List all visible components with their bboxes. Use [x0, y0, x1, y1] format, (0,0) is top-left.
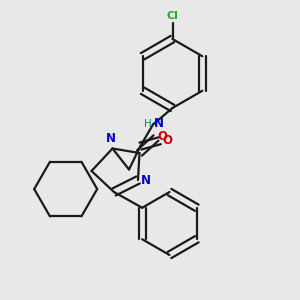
- Text: H: H: [144, 118, 152, 129]
- Text: N: N: [106, 132, 116, 145]
- Text: O: O: [158, 130, 168, 143]
- Text: Cl: Cl: [167, 11, 178, 21]
- Text: N: N: [141, 173, 151, 187]
- Text: N: N: [154, 117, 164, 130]
- Text: O: O: [162, 134, 172, 147]
